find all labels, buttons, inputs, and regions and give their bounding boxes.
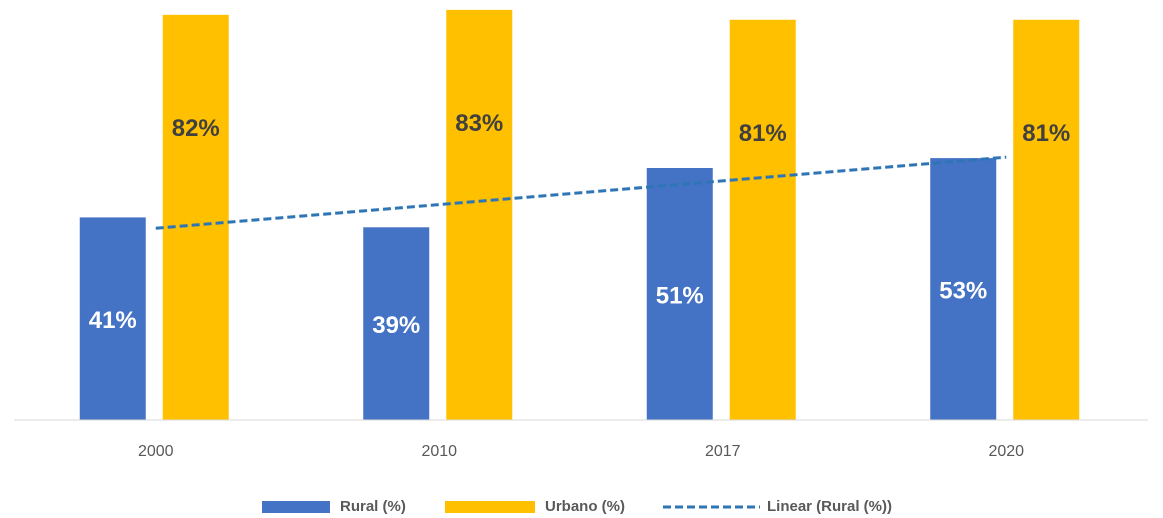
legend-label: Linear (Rural (%))	[767, 498, 892, 515]
x-tick-label: 2010	[421, 443, 457, 460]
value-label: 82%	[172, 115, 220, 142]
bar	[363, 227, 430, 420]
x-tick-label: 2000	[138, 443, 174, 460]
x-tick-label: 2020	[988, 443, 1024, 460]
bar	[446, 9, 513, 420]
value-label: 39%	[372, 312, 420, 339]
bar	[162, 14, 229, 421]
legend-label: Rural (%)	[340, 498, 406, 515]
value-label: 83%	[455, 110, 503, 137]
bar	[729, 19, 796, 420]
legend-label: Urbano (%)	[545, 498, 625, 515]
trendline	[155, 155, 1007, 230]
legend-swatch	[262, 501, 330, 513]
value-label: 51%	[656, 282, 704, 309]
value-label: 53%	[939, 277, 987, 304]
bar	[1013, 19, 1080, 420]
x-tick-label: 2017	[705, 443, 741, 460]
legend-swatch	[445, 501, 535, 513]
bar	[930, 158, 997, 420]
value-label: 81%	[1022, 120, 1070, 147]
value-label: 41%	[89, 307, 137, 334]
bar	[646, 168, 713, 420]
value-label: 81%	[739, 120, 787, 147]
bar	[79, 217, 146, 420]
